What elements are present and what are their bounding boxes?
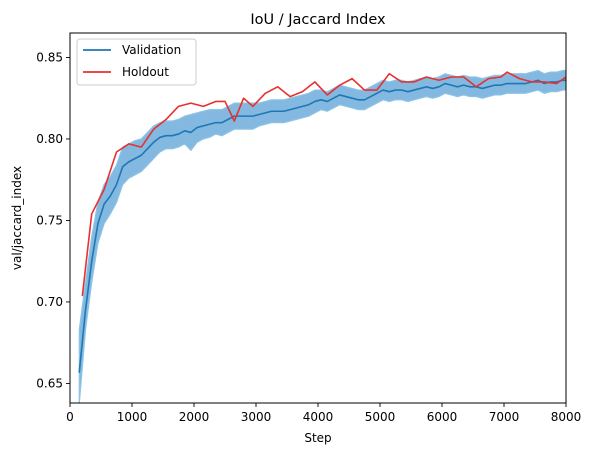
x-tick-label: 5000 bbox=[365, 410, 396, 424]
confidence-bands bbox=[78, 69, 566, 403]
y-axis: 0.65 0.70 0.75 0.80 0.85 bbox=[36, 50, 70, 390]
series-line-holdout bbox=[81, 71, 566, 297]
x-axis-label: Step bbox=[304, 431, 331, 445]
chart-title: IoU / Jaccard Index bbox=[250, 12, 386, 28]
y-tick-label: 0.70 bbox=[36, 295, 63, 309]
y-tick-label: 0.85 bbox=[36, 50, 63, 64]
x-tick-label: 2000 bbox=[179, 410, 210, 424]
x-tick-label: 8000 bbox=[551, 410, 582, 424]
x-tick-label: 0 bbox=[66, 410, 74, 424]
x-tick-label: 3000 bbox=[241, 410, 272, 424]
x-tick-label: 6000 bbox=[427, 410, 458, 424]
x-tick-label: 1000 bbox=[117, 410, 148, 424]
plot-area bbox=[69, 32, 567, 404]
legend-label-validation: Validation bbox=[122, 43, 181, 57]
y-tick-label: 0.75 bbox=[36, 213, 63, 227]
legend-label-holdout: Holdout bbox=[122, 65, 169, 79]
band-validation bbox=[78, 69, 566, 403]
y-tick-label: 0.80 bbox=[36, 132, 63, 146]
y-tick-label: 0.65 bbox=[36, 376, 63, 390]
legend: Validation Holdout bbox=[76, 38, 197, 86]
x-tick-label: 7000 bbox=[489, 410, 520, 424]
x-axis: 0 1000 2000 3000 4000 5000 6000 7000 8000 bbox=[66, 403, 581, 424]
series-lines bbox=[78, 71, 566, 373]
series-line-validation bbox=[78, 79, 566, 373]
x-tick-label: 4000 bbox=[303, 410, 334, 424]
y-axis-label: val/jaccard_index bbox=[10, 166, 24, 270]
